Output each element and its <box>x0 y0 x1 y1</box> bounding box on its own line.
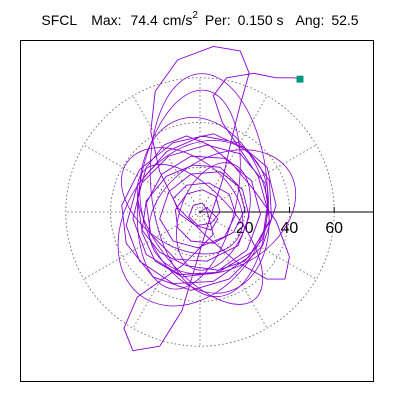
orbit-loop <box>136 163 264 305</box>
grid-spoke <box>199 211 268 329</box>
chart-header: SFCL Max: 74.4 cm/s2 Per: 0.150 s Ang: 5… <box>0 0 400 40</box>
end-marker <box>296 75 304 83</box>
grid-spoke <box>83 144 201 213</box>
max-unit-base: cm/s <box>162 12 193 29</box>
max-label: Max: <box>91 12 122 28</box>
max-value: 74.4 <box>130 12 158 28</box>
radial-tick-label: 40 <box>281 220 299 237</box>
ang-label: Ang: <box>295 12 325 28</box>
max-unit-exponent: 2 <box>192 9 198 21</box>
orbit-trace <box>121 46 301 352</box>
radial-tick-label: 60 <box>325 220 343 237</box>
grid-spoke <box>199 144 317 213</box>
per-value: 0.150 s <box>237 12 284 28</box>
station-code: SFCL <box>41 12 78 28</box>
orbit-plot-svg: 20 40 60 <box>65 46 373 352</box>
grid-spoke <box>132 211 201 329</box>
plot-area: 20 40 60 <box>20 40 374 382</box>
grid-spoke <box>199 95 268 213</box>
grid-spoke <box>83 211 201 280</box>
orbit-loop <box>139 116 270 294</box>
grid-spoke <box>132 95 201 213</box>
orbit-loop <box>148 149 297 275</box>
max-unit: cm/s2 <box>162 9 198 29</box>
orbit-loop <box>149 73 269 298</box>
grid-spoke <box>199 211 317 280</box>
ang-value: 52.5 <box>331 12 359 28</box>
orbit-loop <box>121 147 244 255</box>
per-label: Per: <box>204 12 231 28</box>
